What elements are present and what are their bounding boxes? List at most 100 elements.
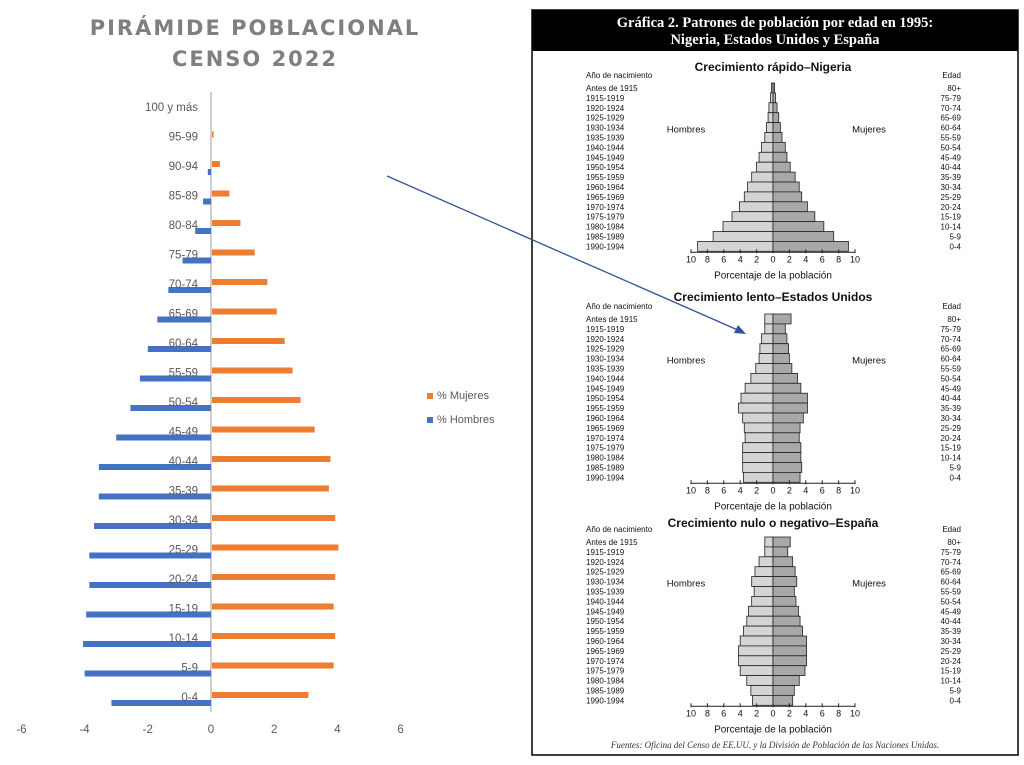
bar-mujeres xyxy=(772,685,795,696)
bar-mujeres xyxy=(212,574,336,580)
birth-year-label: 1940-1944 xyxy=(586,143,625,152)
age-label: 75-79 xyxy=(941,325,962,334)
bar-mujeres xyxy=(772,536,791,548)
age-label: 65-69 xyxy=(941,568,962,577)
age-label: 40-44 xyxy=(941,617,962,626)
birth-year-label: Antes de 1915 xyxy=(586,538,638,547)
x-tick-label: -4 xyxy=(79,724,90,736)
bar-hombres xyxy=(761,141,774,153)
bar-mujeres xyxy=(212,190,230,197)
legend-label: % Hombres xyxy=(437,414,495,426)
bar-hombres xyxy=(756,161,774,173)
bar-mujeres xyxy=(772,151,788,163)
bar-hombres xyxy=(743,625,774,637)
birth-year-header: Año de nacimiento xyxy=(586,525,653,534)
category-label: 60-64 xyxy=(169,338,199,350)
bar-hombres xyxy=(94,523,211,529)
age-header: Edad xyxy=(942,525,961,534)
age-label: 75-79 xyxy=(941,548,962,557)
bar-hombres xyxy=(742,452,774,463)
x-tick-label: 8 xyxy=(836,254,841,264)
bar-hombres xyxy=(739,635,774,647)
birth-year-label: 1940-1944 xyxy=(586,374,625,383)
birth-year-label: 1915-1919 xyxy=(586,94,625,103)
x-tick-label: 0 xyxy=(770,485,775,495)
age-header: Edad xyxy=(942,302,961,311)
bar-hombres xyxy=(203,198,211,205)
men-label: Hombres xyxy=(667,125,706,136)
bar-mujeres xyxy=(772,462,803,473)
birth-year-label: 1985-1989 xyxy=(586,687,625,696)
bar-mujeres xyxy=(772,353,790,364)
bar-mujeres xyxy=(772,132,783,143)
women-label: Mujeres xyxy=(852,579,886,590)
bar-hombres xyxy=(157,316,211,323)
age-label: 5-9 xyxy=(949,687,961,696)
age-label: 15-19 xyxy=(941,667,962,676)
bar-mujeres xyxy=(772,546,789,558)
men-label: Hombres xyxy=(667,579,706,590)
bar-hombres xyxy=(722,221,774,232)
x-tick-label: 10 xyxy=(686,708,696,718)
birth-year-label: 1980-1984 xyxy=(586,677,625,686)
bar-mujeres xyxy=(772,645,808,657)
birth-year-label: 1960-1964 xyxy=(586,414,625,423)
pyramid-title: Crecimiento lento–Estados Unidos xyxy=(674,290,873,304)
bar-hombres xyxy=(84,670,211,677)
birth-year-label: 1950-1954 xyxy=(586,394,625,403)
birth-year-label: 1990-1994 xyxy=(586,242,625,251)
bar-mujeres xyxy=(772,605,799,617)
birth-year-label: 1975-1979 xyxy=(586,667,625,676)
bar-mujeres xyxy=(772,625,803,637)
bar-hombres xyxy=(168,287,211,293)
bar-hombres xyxy=(89,582,211,588)
women-label: Mujeres xyxy=(852,356,886,367)
bar-mujeres xyxy=(772,471,801,483)
age-header: Edad xyxy=(942,71,961,80)
bar-hombres xyxy=(743,191,774,203)
x-tick-label: 6 xyxy=(721,485,726,495)
age-label: 30-34 xyxy=(941,637,962,646)
x-tick-label: 8 xyxy=(836,485,841,495)
bar-hombres xyxy=(182,257,211,264)
x-tick-label: 6 xyxy=(820,254,825,264)
bar-hombres xyxy=(748,605,774,617)
bar-mujeres xyxy=(772,675,800,686)
bar-mujeres xyxy=(772,141,786,153)
bar-mujeres xyxy=(772,231,835,242)
x-tick-label: 4 xyxy=(334,724,341,736)
figure-title-line-1: Gráfica 2. Patrones de población por eda… xyxy=(617,15,933,31)
birth-year-label: 1970-1974 xyxy=(586,203,625,212)
x-tick-label: -2 xyxy=(143,724,153,736)
bar-hombres xyxy=(747,181,774,193)
birth-year-header: Año de nacimiento xyxy=(586,71,653,80)
birth-year-label: 1950-1954 xyxy=(586,617,625,626)
birth-year-label: 1930-1934 xyxy=(586,124,625,133)
legend-swatch xyxy=(427,417,433,423)
bar-mujeres xyxy=(772,556,794,568)
bar-hombres xyxy=(764,132,774,143)
age-label: 10-14 xyxy=(941,223,962,232)
bar-hombres xyxy=(712,231,774,242)
x-tick-label: 4 xyxy=(738,708,743,718)
bar-mujeres xyxy=(772,576,798,587)
bar-mujeres xyxy=(772,412,804,424)
bar-mujeres xyxy=(212,338,285,344)
bar-mujeres xyxy=(772,442,802,454)
age-label: 20-24 xyxy=(941,657,962,666)
category-label: 55-59 xyxy=(169,368,198,380)
bar-hombres xyxy=(742,412,774,424)
birth-year-label: 1945-1949 xyxy=(586,384,625,393)
bar-mujeres xyxy=(212,633,336,639)
age-label: 60-64 xyxy=(941,355,962,364)
bar-mujeres xyxy=(772,402,808,414)
bar-hombres xyxy=(130,405,211,411)
age-label: 20-24 xyxy=(941,434,962,443)
bar-mujeres xyxy=(772,313,792,325)
age-label: 65-69 xyxy=(941,114,962,123)
birth-year-label: 1935-1939 xyxy=(586,134,625,143)
bar-mujeres xyxy=(212,603,334,610)
bar-hombres xyxy=(758,556,774,568)
bar-hombres xyxy=(754,566,774,578)
age-label: 25-29 xyxy=(941,424,962,433)
